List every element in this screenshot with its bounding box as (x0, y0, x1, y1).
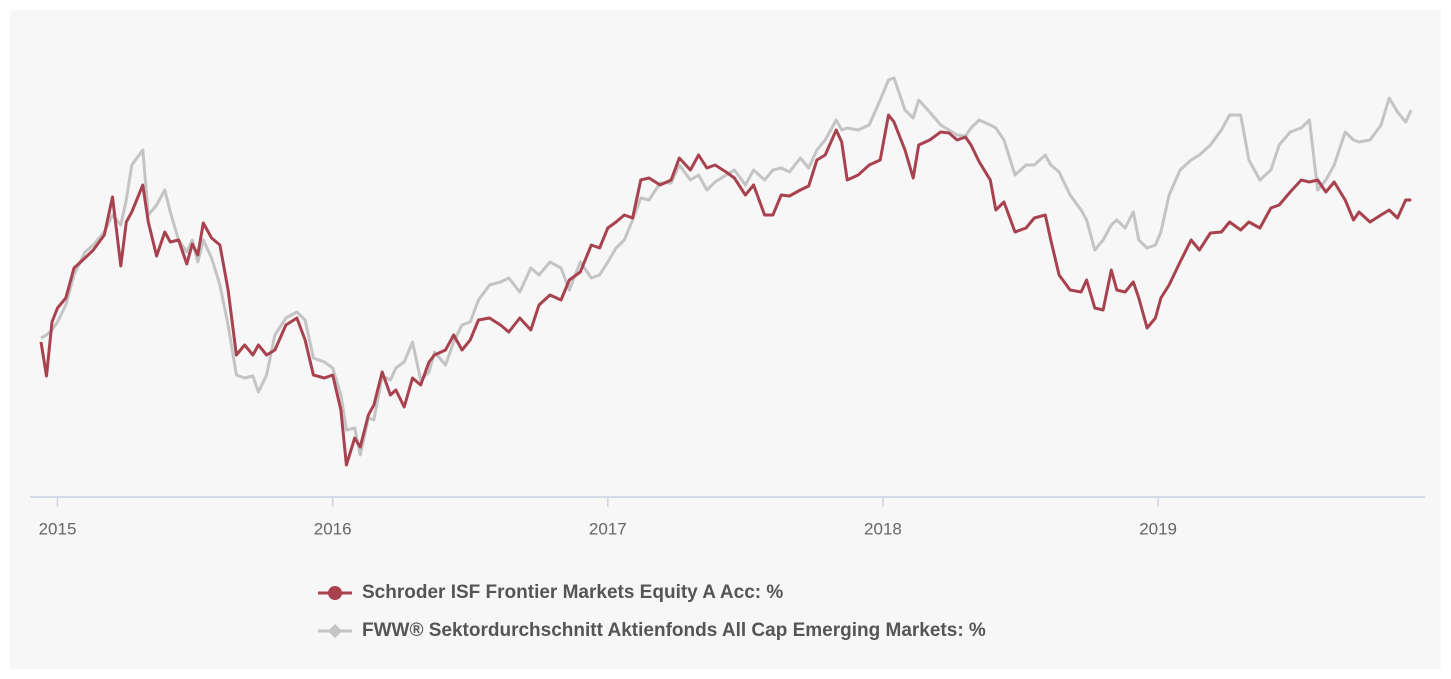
series-line (39, 113, 1412, 467)
x-tick-label: 2017 (589, 519, 627, 538)
x-tick-label: 2015 (39, 519, 77, 538)
legend-marker (328, 586, 342, 600)
x-tick-label: 2019 (1139, 519, 1177, 538)
legend-label: Schroder ISF Frontier Markets Equity A A… (362, 582, 783, 603)
legend-marker (328, 624, 342, 638)
x-tick-label: 2016 (314, 519, 352, 538)
x-tick-label: 2018 (864, 519, 902, 538)
series-line (40, 76, 1413, 457)
chart-background (10, 10, 1441, 669)
legend-label: FWW® Sektordurchschnitt Aktienfonds All … (362, 620, 986, 641)
